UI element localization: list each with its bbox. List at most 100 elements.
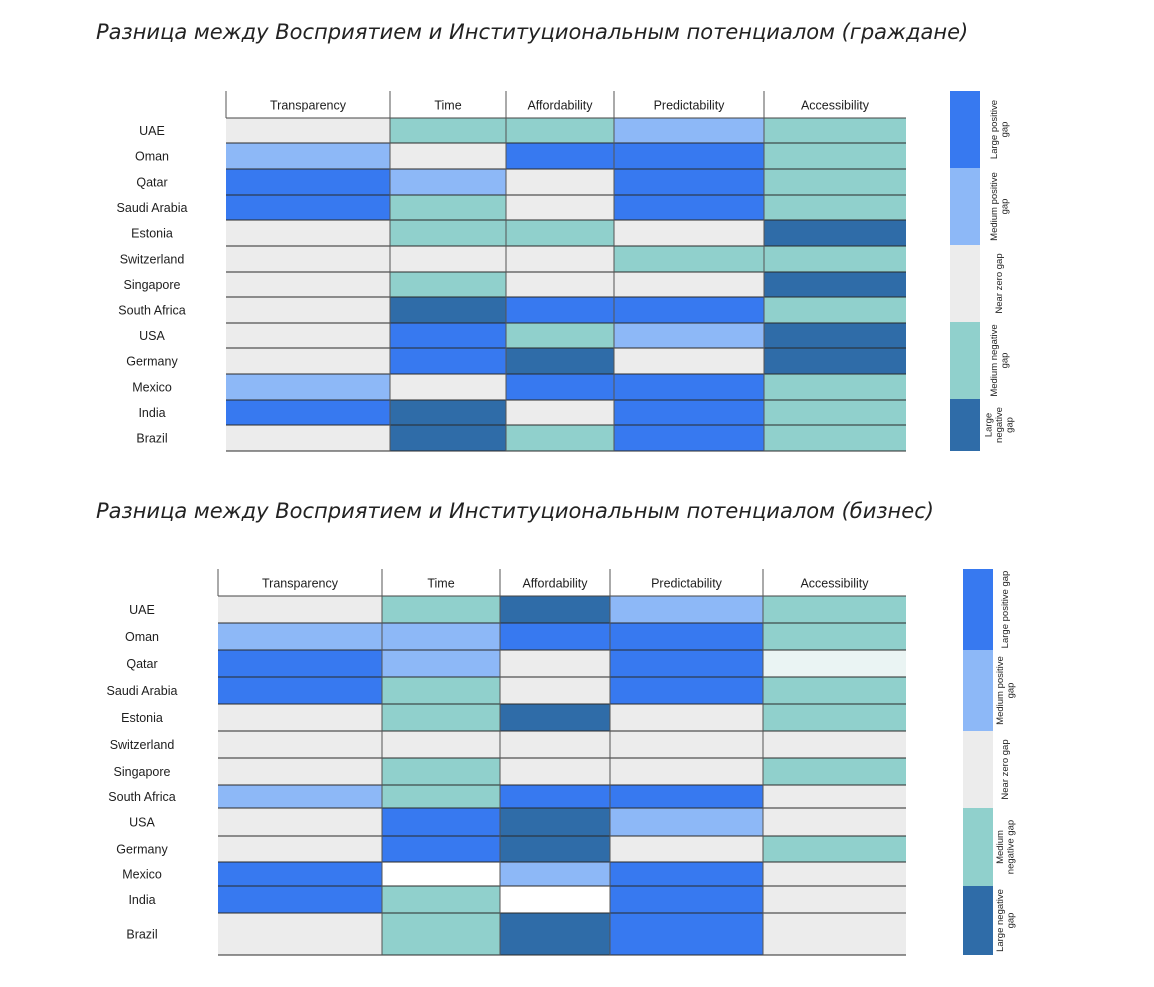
business-cell-uae-transparency — [218, 596, 382, 623]
business-cell-usa-affordability — [500, 808, 610, 836]
citizens-cell-brazil-predictability — [614, 425, 764, 451]
citizens-row-label: Estonia — [131, 227, 173, 241]
business-cell-oman-time — [382, 623, 500, 650]
business-row-label: Mexico — [122, 868, 162, 882]
business-cell-india-time — [382, 886, 500, 913]
business-cells — [218, 596, 906, 955]
citizens-cell-mexico-affordability — [506, 374, 614, 400]
business-legend-swatch-medium-positive — [963, 650, 993, 731]
citizens-cell-estonia-accessibility — [764, 220, 906, 246]
citizens-cell-saudi-arabia-time — [390, 195, 506, 220]
business-col-header: Accessibility — [800, 577, 869, 591]
business-cell-usa-transparency — [218, 808, 382, 836]
citizens-cell-south-africa-time — [390, 297, 506, 323]
business-legend-label: Large negativegap — [995, 889, 1017, 952]
business-cell-brazil-accessibility — [763, 913, 906, 955]
citizens-cell-india-affordability — [506, 400, 614, 425]
business-cell-qatar-time — [382, 650, 500, 677]
citizens-legend-swatch-large-negative — [950, 399, 980, 451]
citizens-cell-brazil-accessibility — [764, 425, 906, 451]
citizens-legend: Large positivegap Medium positivegap Near … — [950, 91, 1016, 451]
citizens-cell-usa-transparency — [226, 323, 390, 348]
business-cell-south-africa-time — [382, 785, 500, 808]
citizens-cell-oman-transparency — [226, 143, 390, 169]
business-cell-singapore-affordability — [500, 758, 610, 785]
business-cell-switzerland-predictability — [610, 731, 763, 758]
citizens-cell-singapore-predictability — [614, 272, 764, 297]
citizens-cell-usa-predictability — [614, 323, 764, 348]
citizens-col-header: Accessibility — [801, 99, 870, 113]
citizens-row-label: Oman — [135, 150, 169, 164]
citizens-cell-mexico-predictability — [614, 374, 764, 400]
citizens-cell-switzerland-transparency — [226, 246, 390, 272]
business-row-label: Germany — [116, 843, 168, 857]
business-cell-switzerland-transparency — [218, 731, 382, 758]
citizens-cell-saudi-arabia-predictability — [614, 195, 764, 220]
citizens-row-label: Qatar — [136, 176, 167, 190]
citizens-legend-label: Medium negativegap — [989, 324, 1011, 396]
business-cell-singapore-accessibility — [763, 758, 906, 785]
business-cell-india-accessibility — [763, 886, 906, 913]
citizens-cell-qatar-predictability — [614, 169, 764, 195]
business-cell-singapore-transparency — [218, 758, 382, 785]
citizens-cell-mexico-time — [390, 374, 506, 400]
business-cell-india-affordability — [500, 886, 610, 913]
business-cell-qatar-predictability — [610, 650, 763, 677]
citizens-col-header: Affordability — [527, 99, 593, 113]
business-cell-qatar-transparency — [218, 650, 382, 677]
citizens-cell-saudi-arabia-accessibility — [764, 195, 906, 220]
citizens-cell-usa-accessibility — [764, 323, 906, 348]
business-cell-uae-predictability — [610, 596, 763, 623]
business-cell-estonia-affordability — [500, 704, 610, 731]
business-cell-brazil-affordability — [500, 913, 610, 955]
business-cell-oman-affordability — [500, 623, 610, 650]
business-cell-india-transparency — [218, 886, 382, 913]
citizens-row-label: Switzerland — [120, 253, 185, 267]
business-gridlines — [217, 569, 906, 956]
business-row-label: Qatar — [126, 657, 157, 671]
business-legend-label: Medium positivegap — [995, 656, 1017, 725]
citizens-cell-uae-affordability — [506, 118, 614, 143]
citizens-cell-uae-accessibility — [764, 118, 906, 143]
business-cell-oman-predictability — [610, 623, 763, 650]
citizens-cell-south-africa-predictability — [614, 297, 764, 323]
citizens-row-label: Mexico — [132, 381, 172, 395]
citizens-cell-germany-affordability — [506, 348, 614, 374]
business-cell-switzerland-affordability — [500, 731, 610, 758]
citizens-row-label: USA — [139, 329, 165, 343]
business-cell-south-africa-transparency — [218, 785, 382, 808]
business-cell-mexico-accessibility — [763, 862, 906, 886]
citizens-cell-india-time — [390, 400, 506, 425]
business-row-label: South Africa — [108, 790, 175, 804]
citizens-cell-singapore-time — [390, 272, 506, 297]
business-legend-swatch-large-positive — [963, 569, 993, 650]
citizens-cell-qatar-time — [390, 169, 506, 195]
business-row-label: UAE — [129, 603, 155, 617]
business-row-label: USA — [129, 816, 155, 830]
citizens-col-header: Predictability — [654, 99, 726, 113]
citizens-cell-mexico-accessibility — [764, 374, 906, 400]
citizens-gridlines — [225, 91, 906, 452]
business-row-label: Estonia — [121, 711, 163, 725]
business-cell-mexico-transparency — [218, 862, 382, 886]
citizens-cell-switzerland-time — [390, 246, 506, 272]
business-cell-estonia-accessibility — [763, 704, 906, 731]
citizens-cell-singapore-transparency — [226, 272, 390, 297]
citizens-cell-switzerland-predictability — [614, 246, 764, 272]
business-cell-usa-accessibility — [763, 808, 906, 836]
business-cell-saudi-arabia-affordability — [500, 677, 610, 704]
business-col-header: Transparency — [262, 577, 339, 591]
business-cell-qatar-affordability — [500, 650, 610, 677]
citizens-cell-oman-time — [390, 143, 506, 169]
citizens-legend-label: Large positivegap — [989, 100, 1011, 159]
citizens-cell-oman-predictability — [614, 143, 764, 169]
citizens-cell-estonia-time — [390, 220, 506, 246]
citizens-cell-germany-transparency — [226, 348, 390, 374]
citizens-cell-saudi-arabia-transparency — [226, 195, 390, 220]
business-row-label: Saudi Arabia — [107, 684, 178, 698]
citizens-col-header: Time — [434, 99, 461, 113]
business-cell-estonia-time — [382, 704, 500, 731]
business-legend-swatch-large-negative — [963, 886, 993, 955]
citizens-cell-singapore-accessibility — [764, 272, 906, 297]
